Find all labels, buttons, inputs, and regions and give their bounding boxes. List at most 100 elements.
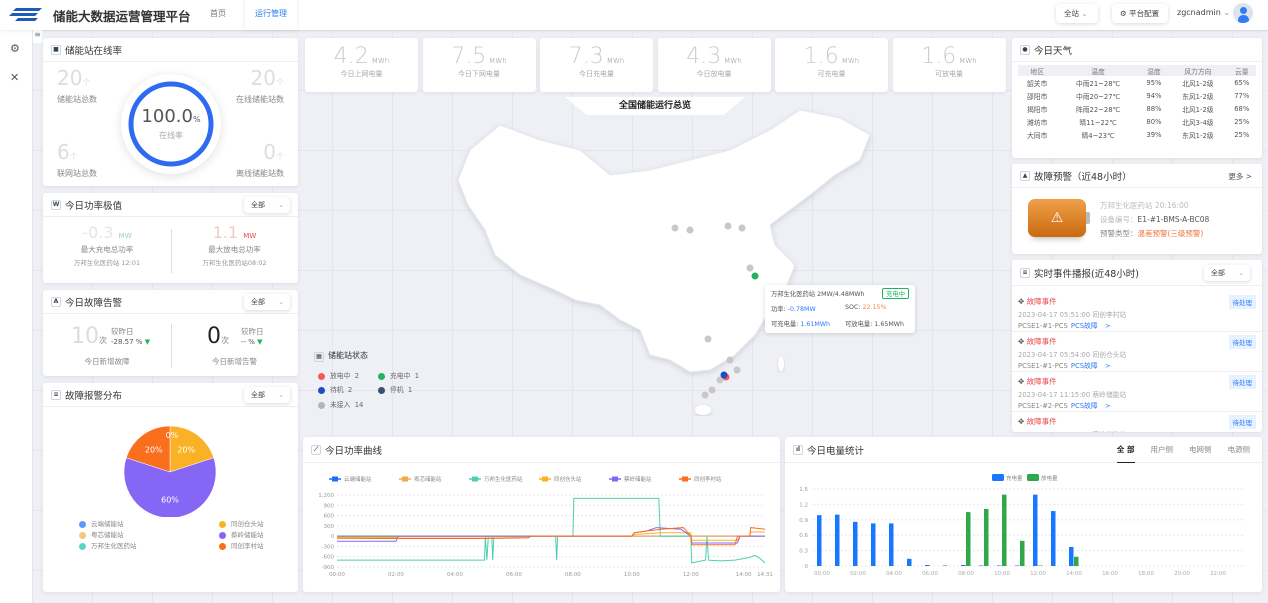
y-tick-label: 600: [324, 514, 335, 520]
station-tooltip: 万邦生化医药站 2MW/4.48MWh 充电中 功率: -0.78MW SOC: …: [765, 285, 915, 333]
status-legend-item: 停机 1: [378, 384, 412, 394]
event-type-icon: ✥: [1018, 417, 1025, 426]
event-device: PCSE1-#2-PCS: [1018, 402, 1068, 410]
user-menu[interactable]: zgcnadmin ⌄: [1177, 8, 1230, 17]
peak-select[interactable]: 全部 ⌄: [244, 197, 290, 213]
event-action-button[interactable]: 待处理: [1228, 375, 1256, 389]
legend-marker: [402, 476, 408, 482]
pie-legend-item[interactable]: 同创仓头站: [219, 518, 264, 528]
bar: [1069, 547, 1074, 566]
station-marker[interactable]: [738, 224, 746, 232]
gear-icon: ⚙: [1120, 9, 1127, 18]
event-title: 故障事件: [1026, 337, 1057, 346]
weather-cell: 39%: [1146, 130, 1162, 139]
station-marker[interactable]: [701, 391, 709, 399]
warning-station: 万邦生化医药站 20:16:00: [1100, 201, 1189, 210]
station-marker[interactable]: [746, 264, 754, 272]
event-action-button[interactable]: 待处理: [1228, 335, 1256, 349]
energy-tab[interactable]: 用户侧: [1150, 445, 1174, 454]
legend-marker: [542, 476, 548, 482]
event-type-icon: ✥: [1018, 297, 1025, 306]
platform-config-button[interactable]: ⚙ 平台配置: [1112, 4, 1168, 23]
pie-slice[interactable]: [169, 425, 215, 473]
pie-slice[interactable]: [125, 425, 171, 473]
taiwan-region: [778, 357, 784, 371]
nav-operation[interactable]: 运行管理: [245, 0, 297, 30]
pie-slice[interactable]: [123, 457, 217, 517]
station-marker[interactable]: [704, 335, 712, 343]
kpi-label: 可充电量: [817, 70, 846, 78]
legend-label: 放电量: [1041, 474, 1058, 482]
pie-legend-item[interactable]: 云端储能站: [79, 518, 124, 528]
tools-icon[interactable]: ✕: [10, 71, 20, 84]
bar: [966, 512, 971, 566]
station-marker[interactable]: [726, 356, 734, 364]
energy-tab[interactable]: 电网侧: [1189, 445, 1212, 454]
station-marker[interactable]: [751, 272, 759, 280]
legend-marker: [472, 476, 478, 482]
fault-select[interactable]: 全部 ⌄: [244, 294, 290, 310]
online-rate-value: 100.0: [141, 106, 193, 127]
max-discharge-sub: 万邦生化医药站08:02: [202, 259, 267, 267]
station-marker[interactable]: [720, 371, 728, 379]
x-tick-label: 10:00: [624, 572, 640, 578]
weather-table: 地区 温度 湿度 风力方向 云量 韶关市 中雨21~28℃ 95% 北风1-2级 65% 邵阳市 中雨…: [1018, 65, 1256, 141]
pie-legend-item[interactable]: 蔡岭储能站: [219, 529, 264, 539]
pie-legend-item[interactable]: 同创李村站: [219, 540, 264, 550]
station-marker[interactable]: [733, 366, 741, 374]
legend-dot-icon: [79, 520, 86, 528]
energy-tab[interactable]: 全 部: [1116, 444, 1135, 463]
card-title: 故障报警分布: [65, 390, 123, 402]
nav-home[interactable]: 首页: [210, 9, 226, 18]
card-title: 今日故障告警: [65, 297, 123, 309]
station-marker[interactable]: [671, 224, 679, 232]
x-tick-label: 04:00: [886, 571, 902, 577]
station-marker[interactable]: [716, 376, 724, 384]
event-item[interactable]: ✥ 故障事件 2023-04-17 11:27:30 蔡岭储能站 待处理: [1012, 412, 1262, 432]
gear-icon[interactable]: ⚙: [10, 42, 20, 55]
list-icon: ≡: [1020, 267, 1030, 278]
station-marker[interactable]: [708, 386, 716, 394]
x-tick-label: 12:00: [1030, 571, 1046, 577]
station-marker[interactable]: [686, 226, 694, 234]
avatar[interactable]: [1233, 3, 1253, 23]
weather-cell: 65%: [1234, 78, 1250, 87]
station-marker[interactable]: [724, 222, 732, 230]
energy-bar-chart: 1.5 1.2 0.9 0.6 0.3 0 00:00 02:00 04:00 06:00 08:0…: [799, 474, 1245, 577]
top-header: 储能大数据运营管理平台 首页 运行管理 全站 ⌄ ⚙ 平台配置 zgcnadmi…: [0, 0, 1268, 30]
legend-swatch: [992, 474, 1004, 481]
event-fault-type[interactable]: PCS故障: [1070, 362, 1098, 370]
event-item[interactable]: ✥ 故障事件 2023-04-17 11:15:00 蔡岭储能站 PCSE1-#2-…: [1012, 372, 1262, 412]
station-select[interactable]: 全站 ⌄: [1056, 4, 1098, 23]
more-link[interactable]: 更多 >: [1228, 172, 1252, 181]
pie-legend-item[interactable]: 万邦生化医药站: [79, 540, 137, 550]
map-title: 全国储能运行总览: [565, 97, 745, 115]
pie-select[interactable]: 全部 ⌄: [244, 387, 290, 403]
tooltip-status-badge: 充电中: [882, 288, 909, 299]
collapse-menu-icon[interactable]: ≡: [33, 30, 42, 43]
event-select[interactable]: 全部 ⌄: [1204, 265, 1250, 281]
pie-legend-item[interactable]: 粤芯储能站: [79, 529, 124, 539]
weather-cell: 晴11~22℃: [1079, 118, 1117, 127]
event-item[interactable]: ✥ 故障事件 2023-04-17 05:51:00 同创李村站 PCSE1-#1-…: [1012, 292, 1262, 332]
y-tick-label: 1.5: [799, 487, 808, 493]
weather-cell: 25%: [1234, 130, 1250, 139]
bar-chart-icon: ıl: [793, 444, 803, 455]
event-item[interactable]: ✥ 故障事件 2023-04-17 05:54:00 同创仓头站 PCSE1-#1-…: [1012, 332, 1262, 372]
hainan-region: [695, 405, 711, 415]
weather-cell: 25%: [1234, 117, 1250, 126]
series-line: [337, 527, 765, 544]
weather-cell: 中雨21~28℃: [1075, 79, 1121, 88]
event-device: PCSE1-#1-PCS: [1018, 362, 1068, 370]
tooltip-station-name: 万邦生化医药站 2MW/4.48MWh: [771, 291, 865, 298]
event-action-button[interactable]: 待处理: [1228, 415, 1256, 429]
event-fault-type[interactable]: PCS故障: [1070, 322, 1098, 330]
event-fault-type[interactable]: PCS故障: [1070, 402, 1098, 410]
weather-cell: 北风1-2级: [1182, 105, 1214, 114]
event-action-button[interactable]: 待处理: [1228, 295, 1256, 309]
tooltip-soc: 22.15%: [862, 304, 887, 311]
bar: [1038, 565, 1043, 566]
weather-cell: 94%: [1146, 91, 1162, 100]
legend-label: 云端储能站: [344, 475, 372, 483]
energy-tab[interactable]: 电源侧: [1227, 445, 1251, 454]
